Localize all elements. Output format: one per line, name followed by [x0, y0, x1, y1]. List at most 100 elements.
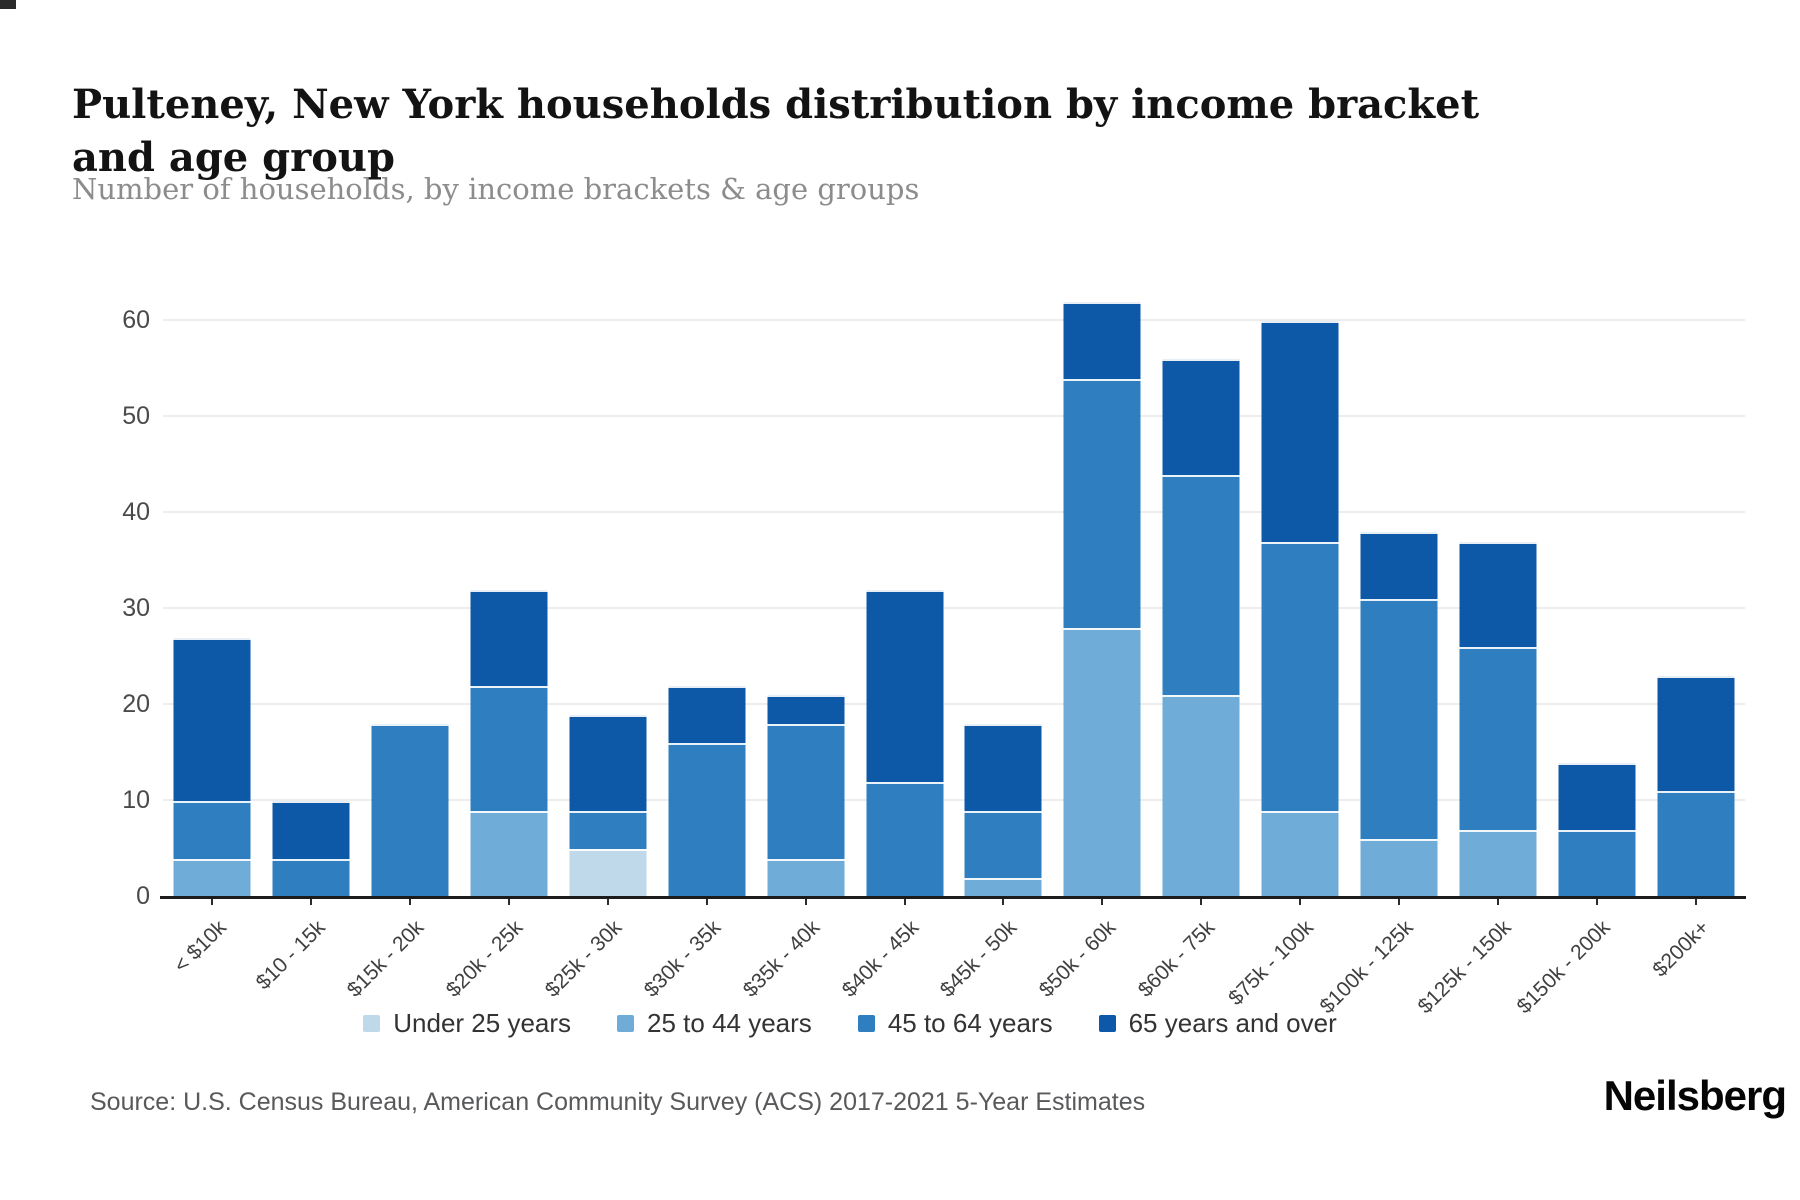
- bar-slot: [855, 255, 954, 897]
- stacked-bar: [173, 637, 251, 897]
- legend-label: Under 25 years: [393, 1008, 572, 1038]
- bar-segment: [767, 695, 845, 725]
- x-axis-tick-label: $45k - 50k: [936, 916, 1022, 1002]
- bar-segment: [569, 810, 647, 849]
- bar-segment: [964, 724, 1042, 811]
- bar-segment: [1063, 628, 1141, 897]
- legend-label: 25 to 44 years: [647, 1008, 812, 1038]
- bar-slot: [657, 255, 756, 897]
- x-axis-tick-label: $60k - 75k: [1133, 916, 1220, 1002]
- x-axis-tick-label: < $10k: [169, 916, 231, 978]
- x-axis-tick-label: $150k - 200k: [1512, 916, 1615, 1019]
- bar-segment: [668, 743, 746, 897]
- legend-item: 65 years and over: [1098, 1008, 1337, 1039]
- bar-slot: [163, 255, 262, 897]
- bar-slot: [1053, 255, 1152, 897]
- x-axis-tick: [1200, 899, 1203, 905]
- bar-segment: [569, 849, 647, 897]
- legend-swatch: [617, 1015, 635, 1032]
- bar-segment: [1063, 301, 1141, 379]
- x-axis-tick-label: $20k - 25k: [441, 916, 528, 1002]
- bar-segment: [1162, 695, 1240, 897]
- bar-slot: [559, 255, 658, 897]
- x-axis-tick-label: $200k+: [1648, 916, 1714, 982]
- bar-segment: [1459, 541, 1537, 648]
- bar-segment: [1459, 647, 1537, 830]
- bar-slot: [460, 255, 559, 897]
- y-gridline: [163, 415, 1745, 417]
- x-axis-tick: [804, 899, 807, 905]
- stacked-bar: [371, 724, 449, 897]
- x-axis-tick-label: $75k - 100k: [1224, 916, 1319, 1010]
- stacked-bar: [1261, 321, 1339, 897]
- bar-segment: [1558, 829, 1636, 897]
- x-axis-tick: [508, 899, 511, 905]
- bar-segment: [173, 637, 251, 802]
- y-gridline: [163, 607, 1745, 609]
- bar-slot: [1152, 255, 1251, 897]
- bar-segment: [1657, 676, 1735, 792]
- bar-segment: [1261, 321, 1339, 542]
- y-gridline: [163, 703, 1745, 705]
- bar-segment: [866, 781, 944, 897]
- y-gridline: [163, 511, 1745, 513]
- x-axis-tick: [1397, 899, 1400, 905]
- stacked-bar: [1459, 541, 1537, 897]
- bar-segment: [1162, 474, 1240, 696]
- y-gridline: [163, 799, 1745, 801]
- bar-segment: [173, 801, 251, 859]
- x-axis-tick: [310, 899, 313, 905]
- bar-slot: [954, 255, 1053, 897]
- page-title: Pulteney, New York households distributi…: [72, 80, 1480, 181]
- bar-segment: [371, 724, 449, 897]
- x-axis-tick: [1299, 899, 1302, 905]
- bar-segment: [866, 589, 944, 782]
- bar-segment: [173, 858, 251, 897]
- bar-segment: [1360, 532, 1438, 600]
- legend-item: Under 25 years: [363, 1008, 571, 1039]
- stacked-bar: [668, 685, 746, 897]
- legend-label: 65 years and over: [1128, 1008, 1337, 1038]
- legend-item: 45 to 64 years: [857, 1008, 1053, 1039]
- bar-segment: [272, 801, 350, 859]
- x-axis-tick: [606, 899, 609, 905]
- stacked-bar: [569, 714, 647, 897]
- x-axis-tick: [1496, 899, 1499, 905]
- bar-segment: [470, 810, 548, 897]
- stacked-bar: [767, 695, 845, 897]
- bar-segment: [1261, 541, 1339, 811]
- y-axis-tick-label: 60: [122, 306, 150, 334]
- bar-slot: [1350, 255, 1449, 897]
- bar-segment: [272, 858, 350, 897]
- bar-slot: [361, 255, 460, 897]
- stacked-bar: [272, 801, 350, 897]
- y-axis-tick-label: 30: [122, 594, 150, 622]
- bar-segment: [668, 685, 746, 744]
- stacked-bar: [1657, 676, 1735, 897]
- y-axis-tick-label: 10: [122, 786, 150, 814]
- bar-segment: [1261, 810, 1339, 897]
- y-gridline: [163, 319, 1745, 321]
- y-axis-tick-label: 50: [122, 402, 150, 430]
- x-axis-tick: [1595, 899, 1598, 905]
- y-axis-tick-label: 0: [136, 882, 150, 910]
- x-axis-tick-label: $10 - 15k: [251, 916, 330, 995]
- bar-segment: [1558, 762, 1636, 830]
- bar-segment: [569, 714, 647, 811]
- x-axis-tick: [705, 899, 708, 905]
- bar-segment: [964, 877, 1042, 897]
- stacked-bar: [1558, 762, 1636, 897]
- legend-item: 25 to 44 years: [617, 1008, 812, 1039]
- legend-label: 45 to 64 years: [887, 1008, 1053, 1038]
- chart-plot-area: 0 10 20 30 40 50 60: [0, 255, 1800, 909]
- chart-subtitle: Number of households, by income brackets…: [72, 172, 920, 206]
- bar-segment: [1657, 791, 1735, 897]
- x-axis-tick-label: $25k - 30k: [540, 916, 627, 1002]
- legend-swatch: [857, 1015, 875, 1032]
- x-axis-tick: [409, 899, 412, 905]
- bar-slot: [1547, 255, 1646, 897]
- bar-segment: [767, 724, 845, 859]
- bar-segment: [470, 589, 548, 686]
- x-axis-tick-label: $50k - 60k: [1034, 916, 1121, 1002]
- neilsberg-logo: Neilsberg: [1603, 1072, 1787, 1119]
